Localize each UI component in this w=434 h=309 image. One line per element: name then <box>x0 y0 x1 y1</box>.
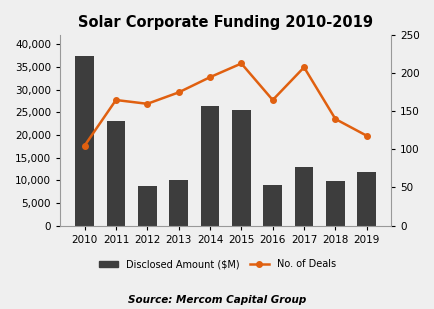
Bar <box>169 180 187 226</box>
Legend: Disclosed Amount ($M), No. of Deals: Disclosed Amount ($M), No. of Deals <box>95 256 339 273</box>
Title: Solar Corporate Funding 2010-2019: Solar Corporate Funding 2010-2019 <box>78 15 372 30</box>
Bar <box>200 106 219 226</box>
Bar <box>106 121 125 226</box>
Bar <box>138 186 156 226</box>
Bar <box>231 110 250 226</box>
Bar <box>263 185 282 226</box>
Text: Source: Mercom Capital Group: Source: Mercom Capital Group <box>128 295 306 305</box>
Bar <box>357 172 375 226</box>
Bar <box>75 56 94 226</box>
Bar <box>294 167 313 226</box>
Bar <box>325 181 344 226</box>
